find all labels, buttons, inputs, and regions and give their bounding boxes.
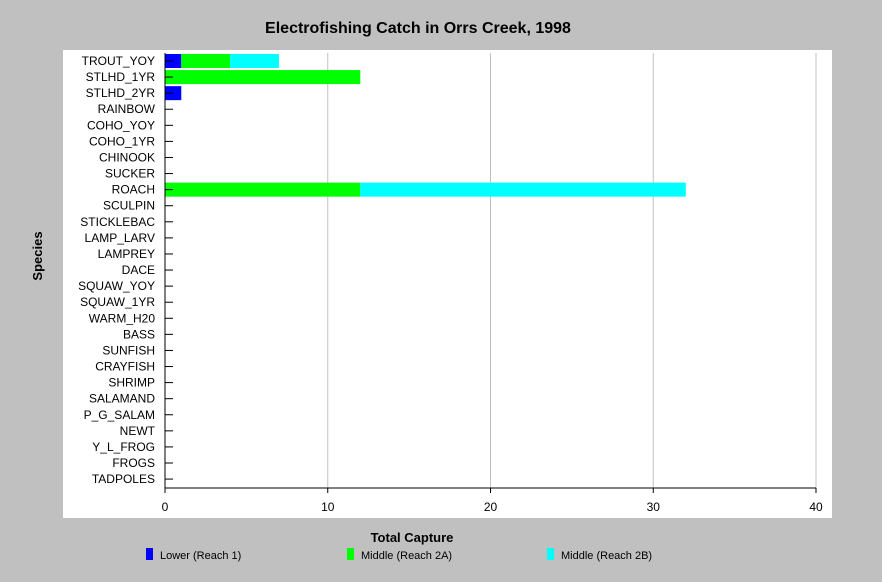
y-tick-label: CRAYFISH [95,360,155,374]
legend-label: Middle (Reach 2A) [361,550,452,562]
y-tick-label: SQUAW_YOY [78,279,155,293]
x-tick-label: 40 [809,500,823,514]
y-tick-labels: TROUT_YOY STLHD_1YR STLHD_2YR RAINBOW COHO_Y… [78,54,156,486]
legend-swatch [146,548,153,560]
bar-segment [230,54,279,68]
legend-label: Lower (Reach 1) [160,550,241,562]
y-tick-label: STLHD_2YR [86,86,156,100]
y-tick-label: CHINOOK [99,150,155,164]
y-tick-label: ROACH [112,183,155,197]
y-tick-label: RAINBOW [98,102,156,116]
grid-lines [327,53,817,488]
bar-segment [360,182,686,197]
bar-segment [181,54,231,68]
x-tick-label: 30 [647,500,661,514]
y-tick-label: NEWT [120,424,156,438]
y-tick-label: LAMP_LARV [85,231,155,245]
y-tick-label: COHO_1YR [89,134,155,148]
y-tick-label: COHO_YOY [87,118,155,132]
legend-swatch [547,548,554,560]
chart-panel [63,50,832,518]
x-tick-label: 20 [484,500,498,514]
y-tick-label: DACE [122,263,155,277]
legend-label: Middle (Reach 2B) [561,550,652,562]
legend-swatch [347,548,354,560]
y-tick-label: SHRIMP [108,376,155,390]
x-tick-label: 0 [162,500,169,514]
y-tick-label: SALAMAND [89,392,155,406]
chart-title: Electrofishing Catch in Orrs Creek, 1998 [265,20,571,37]
y-tick-label: STICKLEBAC [80,215,155,229]
y-tick-label: BASS [123,327,155,341]
y-tick-label: Y_L_FROG [92,440,155,454]
x-axis-label: Total Capture [371,530,454,545]
y-axis-label: Species [30,231,45,280]
y-tick-label: P_G_SALAM [84,408,155,422]
y-tick-label: TROUT_YOY [82,54,155,68]
x-tick-label: 10 [321,500,335,514]
y-tick-label: SUCKER [105,167,155,181]
bars [165,54,686,197]
y-tick-label: FROGS [112,456,155,470]
bar-segment [165,54,182,68]
y-tick-label: SCULPIN [103,199,155,213]
legend: Lower (Reach 1) Middle (Reach 2A) Middle (… [146,548,652,562]
y-tick-label: WARM_H20 [89,311,156,325]
y-tick-label: STLHD_1YR [86,70,156,84]
bar-segment [165,70,361,85]
y-tick-label: TADPOLES [92,472,155,486]
bar-segment [165,182,361,197]
x-tick-labels: 0 10 20 30 40 [162,500,823,514]
y-tick-label: SUNFISH [102,343,155,357]
axes [164,53,817,493]
bar-segment [165,86,182,101]
y-tick-label: SQUAW_1YR [80,295,155,309]
y-tick-label: LAMPREY [98,247,155,261]
